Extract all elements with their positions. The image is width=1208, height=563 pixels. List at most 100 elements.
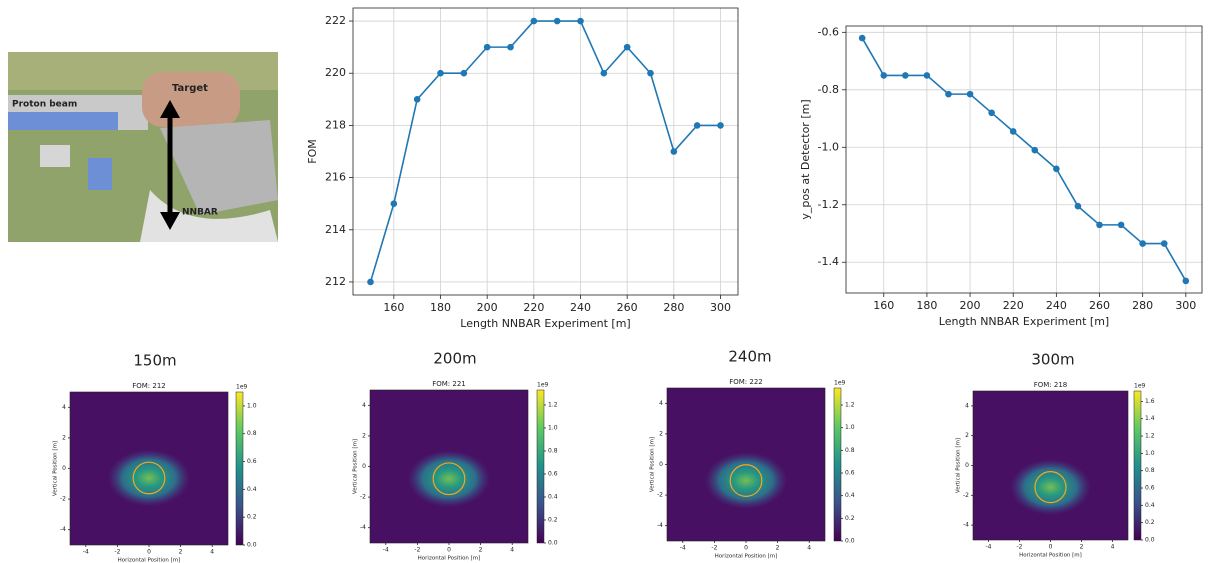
x-tick-label: 260 bbox=[617, 301, 638, 314]
x-tick-label: 4 bbox=[1111, 544, 1115, 551]
data-point bbox=[1053, 165, 1060, 173]
data-line bbox=[861, 37, 1187, 282]
y-tick-label: -4 bbox=[360, 524, 366, 531]
data-point bbox=[1117, 221, 1125, 229]
data-point bbox=[460, 69, 468, 77]
data-point bbox=[390, 200, 398, 207]
x-tick-label: 4 bbox=[210, 549, 214, 556]
data-point bbox=[1009, 128, 1017, 135]
colorbar-tick-label: 0.6 bbox=[1145, 485, 1155, 492]
data-point bbox=[437, 69, 444, 77]
data-point bbox=[647, 69, 654, 77]
y-tick-label: -2 bbox=[963, 492, 969, 499]
colorbar-tick-label: 0.4 bbox=[845, 492, 855, 499]
x-tick-label: 2 bbox=[179, 549, 183, 556]
colorbar-tick-label: 0.0 bbox=[1145, 537, 1155, 544]
y-tick-label: -1.0 bbox=[818, 140, 839, 153]
y-tick-label: -4 bbox=[657, 522, 663, 529]
y-tick-label: 2 bbox=[362, 432, 366, 439]
x-tick-label: 2 bbox=[479, 547, 483, 554]
data-point bbox=[1139, 240, 1146, 247]
y-tick-label: -2 bbox=[360, 494, 366, 501]
colorbar bbox=[1133, 390, 1142, 541]
x-tick-label: 4 bbox=[807, 545, 811, 552]
y-tick-label: -2 bbox=[657, 492, 663, 499]
colorbar bbox=[833, 387, 842, 542]
y-tick-label: 218 bbox=[325, 118, 346, 131]
x-tick-label: 160 bbox=[383, 301, 404, 314]
x-tick-label: 0 bbox=[147, 549, 151, 556]
data-point bbox=[507, 43, 514, 51]
colorbar bbox=[536, 389, 545, 544]
colorbar-tick-label: 0.4 bbox=[247, 486, 257, 493]
y-tick-label: 4 bbox=[965, 402, 969, 409]
x-tick-label: 240 bbox=[1046, 299, 1067, 312]
data-line bbox=[369, 20, 721, 283]
map-label: Proton beam bbox=[12, 100, 77, 110]
y-tick-label: 216 bbox=[325, 171, 346, 184]
colorbar-label: 1e9 bbox=[834, 380, 846, 387]
data-point bbox=[858, 34, 866, 42]
x-tick-label: 280 bbox=[1132, 299, 1153, 312]
heatmap-intensity bbox=[407, 450, 491, 508]
heatmap-title: FOM: 222 bbox=[729, 378, 763, 386]
colorbar-tick-label: 0.8 bbox=[845, 447, 855, 454]
x-tick-label: 4 bbox=[510, 547, 514, 554]
colorbar-tick-label: 1.2 bbox=[845, 402, 855, 409]
x-axis-label: Horizontal Position [m] bbox=[1019, 553, 1082, 559]
y-tick-label: 0 bbox=[659, 461, 663, 468]
data-point bbox=[945, 90, 952, 98]
colorbar-tick-label: 1.2 bbox=[1145, 433, 1155, 440]
colorbar-tick-label: 1.0 bbox=[1145, 450, 1155, 457]
x-tick-label: 200 bbox=[960, 299, 981, 312]
colorbar-tick-label: 1.6 bbox=[1145, 398, 1155, 405]
y-tick-label: -0.8 bbox=[818, 83, 839, 96]
x-tick-label: 0 bbox=[447, 547, 451, 554]
heatmap-intensity bbox=[1010, 459, 1091, 516]
data-point bbox=[880, 72, 888, 79]
x-tick-label: 220 bbox=[523, 301, 544, 314]
data-point bbox=[670, 148, 678, 155]
x-tick-label: -2 bbox=[414, 547, 420, 554]
y-tick-label: 4 bbox=[659, 400, 663, 407]
colorbar-tick-label: 0.8 bbox=[1145, 467, 1155, 474]
data-point bbox=[483, 43, 491, 51]
map-label: Target bbox=[172, 83, 208, 94]
colorbar-tick-label: 0.2 bbox=[247, 514, 257, 521]
y-tick-label: 214 bbox=[325, 223, 346, 236]
data-point bbox=[693, 122, 701, 129]
panel-title: 300m bbox=[1031, 351, 1074, 369]
x-tick-label: 2 bbox=[1080, 544, 1084, 551]
y-tick-label: -0.6 bbox=[818, 25, 839, 38]
data-point bbox=[577, 17, 584, 25]
axes-frame bbox=[845, 25, 1203, 294]
data-point bbox=[966, 90, 974, 98]
x-tick-label: 260 bbox=[1089, 299, 1110, 312]
colorbar-tick-label: 0.4 bbox=[1145, 502, 1155, 509]
y-tick-label: -4 bbox=[60, 526, 66, 533]
colorbar-tick-label: 1.0 bbox=[548, 424, 558, 431]
colorbar-tick-label: 0.2 bbox=[845, 515, 855, 522]
x-tick-label: 180 bbox=[916, 299, 937, 312]
colorbar bbox=[235, 391, 244, 546]
map-target bbox=[142, 72, 240, 127]
colorbar-tick-label: 0.0 bbox=[548, 540, 558, 547]
data-point bbox=[923, 72, 931, 79]
map-hall bbox=[160, 120, 278, 215]
y-tick-label: 220 bbox=[325, 66, 346, 79]
y-tick-label: 2 bbox=[659, 430, 663, 437]
y-tick-label: -1.2 bbox=[818, 198, 839, 211]
y-axis-label: Vertical Position [m] bbox=[353, 439, 359, 494]
detector-ring bbox=[432, 462, 466, 496]
heatmap-intensity bbox=[107, 449, 191, 507]
x-tick-label: -2 bbox=[711, 545, 717, 552]
data-point bbox=[902, 72, 909, 79]
colorbar-tick-label: 1.0 bbox=[247, 402, 257, 409]
colorbar-label: 1e9 bbox=[537, 382, 549, 389]
map-shed bbox=[40, 145, 70, 167]
x-axis-label: Horizontal Position [m] bbox=[715, 554, 778, 560]
x-axis-label: Horizontal Position [m] bbox=[118, 558, 181, 563]
y-tick-label: -4 bbox=[963, 522, 969, 529]
colorbar-label: 1e9 bbox=[1134, 383, 1146, 390]
